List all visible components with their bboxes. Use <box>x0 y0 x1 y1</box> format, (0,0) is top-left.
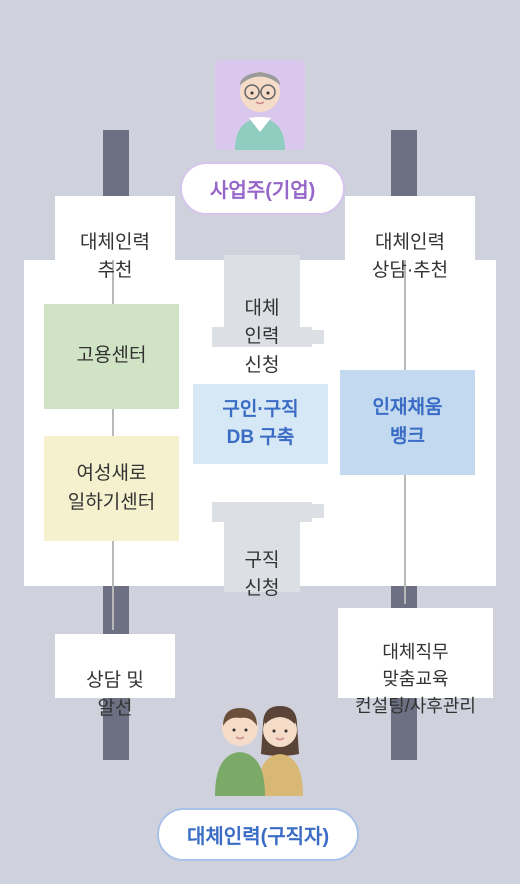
women-center-box: 여성새로 일하기센터 <box>44 436 179 541</box>
employer-icon <box>205 50 315 160</box>
top-right-label: 대체인력 상담·추천 <box>345 200 475 286</box>
talent-bank-box: 인재채움 뱅크 <box>340 370 475 475</box>
top-left-label: 대체인력 추천 <box>55 200 175 286</box>
employment-center-label: 고용센터 <box>77 342 147 371</box>
jobseeker-icon <box>195 696 325 806</box>
talent-bank-label: 인재채움 뱅크 <box>373 394 443 451</box>
employer-badge-label: 사업주(기업) <box>210 180 315 202</box>
tab-bottom <box>300 504 324 518</box>
bottom-left-label: 상담 및 알선 <box>55 638 175 724</box>
db-box: 구인·구직 DB 구축 <box>193 384 328 464</box>
jobseeker-badge-label: 대체인력(구직자) <box>187 826 329 848</box>
employer-badge: 사업주(기업) <box>180 162 345 215</box>
apply-label: 구직 신청 <box>224 518 300 604</box>
bottom-right-label: 대체직무 맞춤교육 컨설팅/사후관리 <box>338 612 493 720</box>
women-center-label: 여성새로 일하기센터 <box>68 460 155 517</box>
tab-top <box>300 330 324 344</box>
employment-center-box: 고용센터 <box>44 304 179 409</box>
jobseeker-badge: 대체인력(구직자) <box>157 808 359 861</box>
request-label: 대체 인력 신청 <box>224 266 300 380</box>
db-box-label: 구인·구직 DB 구축 <box>222 396 298 453</box>
flowchart-diagram: 구인·구직 DB 구축 고용센터 여성새로 일하기센터 인재채움 뱅크 대체 인… <box>0 0 520 884</box>
